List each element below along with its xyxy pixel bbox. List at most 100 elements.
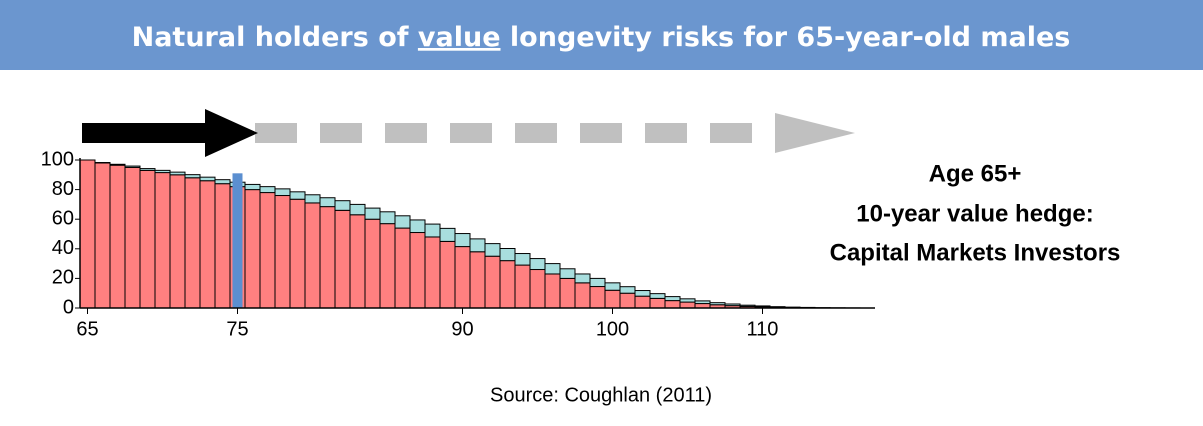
bar: [709, 302, 726, 306]
bar: [679, 301, 696, 309]
bar: [469, 251, 486, 309]
bar: [664, 300, 681, 309]
bar: [169, 174, 186, 309]
bar: [109, 163, 126, 166]
bar: [439, 240, 456, 309]
bar: [424, 236, 441, 309]
x-tick-label: 65: [76, 318, 98, 340]
bar: [199, 180, 216, 309]
bar: [454, 233, 471, 248]
bar: [634, 290, 651, 297]
bar: [739, 304, 756, 307]
bar: [574, 273, 591, 284]
bar: [349, 203, 366, 216]
bar: [124, 165, 141, 168]
bar: [604, 289, 621, 309]
bar: [619, 292, 636, 309]
bar: [154, 172, 171, 309]
bar: [319, 197, 336, 208]
y-tick-label: 60: [52, 207, 74, 229]
highlight-bar: [232, 173, 243, 308]
bar: [484, 255, 501, 309]
bar: [544, 263, 561, 275]
bar: [304, 202, 321, 309]
bar: [379, 211, 396, 225]
bar: [514, 253, 531, 266]
bar: [484, 243, 501, 257]
bar: [694, 300, 711, 305]
annotation: Age 65+: [929, 160, 1022, 187]
bar: [274, 188, 291, 197]
y-tick-label: 40: [52, 237, 74, 259]
y-tick-label: 0: [63, 296, 74, 318]
header-bar: [0, 0, 1203, 70]
y-tick-label: 20: [52, 267, 74, 289]
x-tick-label: 90: [451, 318, 473, 340]
bar: [154, 169, 171, 174]
bar: [499, 248, 516, 262]
x-tick-label: 75: [226, 318, 248, 340]
bar: [454, 246, 471, 309]
bar: [754, 305, 771, 308]
y-tick-label: 80: [52, 178, 74, 200]
bar: [259, 192, 276, 309]
bar: [469, 238, 486, 253]
x-tick-label: 110: [747, 318, 779, 340]
bar: [139, 169, 156, 309]
bar: [529, 258, 546, 271]
bar: [124, 166, 141, 309]
bar: [349, 214, 366, 309]
bar: [304, 194, 321, 204]
bar: [529, 269, 546, 309]
bar: [364, 207, 381, 220]
bar: [619, 286, 636, 294]
bar: [169, 171, 186, 176]
bar: [499, 260, 516, 309]
bar: [364, 218, 381, 309]
bar: [184, 174, 201, 179]
bar: [649, 297, 666, 309]
bar: [274, 195, 291, 309]
bar: [334, 209, 351, 309]
source: Source: Coughlan (2011): [490, 384, 712, 406]
bar: [244, 189, 261, 309]
bar: [109, 164, 126, 309]
bar: [214, 179, 231, 185]
bar: [769, 306, 786, 308]
bar: [439, 227, 456, 242]
bar: [214, 183, 231, 309]
annotation: Capital Markets Investors: [830, 239, 1121, 266]
bar: [409, 232, 426, 309]
bar: [394, 227, 411, 309]
bar: [244, 183, 261, 191]
bar: [289, 191, 306, 200]
annotation: 10-year value hedge:: [856, 200, 1093, 227]
title: Natural holders of value longevity risks…: [132, 22, 1071, 53]
title-part: longevity risks for 65-year-old males: [501, 22, 1071, 53]
bar: [664, 296, 681, 302]
bar: [184, 177, 201, 309]
title-part: Natural holders of: [132, 22, 418, 53]
bar: [604, 282, 621, 291]
title-emphasis: value: [418, 22, 501, 53]
bar: [544, 273, 561, 309]
y-tick-label: 100: [41, 148, 74, 170]
bar: [679, 298, 696, 303]
bar: [79, 159, 96, 309]
x-tick-label: 100: [596, 318, 629, 340]
bar: [559, 277, 576, 309]
bar: [394, 215, 411, 229]
bar: [334, 200, 351, 211]
bar: [574, 282, 591, 309]
bar: [199, 176, 216, 182]
bar: [289, 198, 306, 309]
bar: [649, 293, 666, 299]
bar: [259, 186, 276, 194]
bar: [589, 277, 606, 288]
arrows: [82, 109, 855, 157]
bar: [589, 286, 606, 309]
bar: [319, 206, 336, 309]
bar: [724, 303, 741, 307]
bar: [559, 268, 576, 279]
bar: [379, 223, 396, 309]
